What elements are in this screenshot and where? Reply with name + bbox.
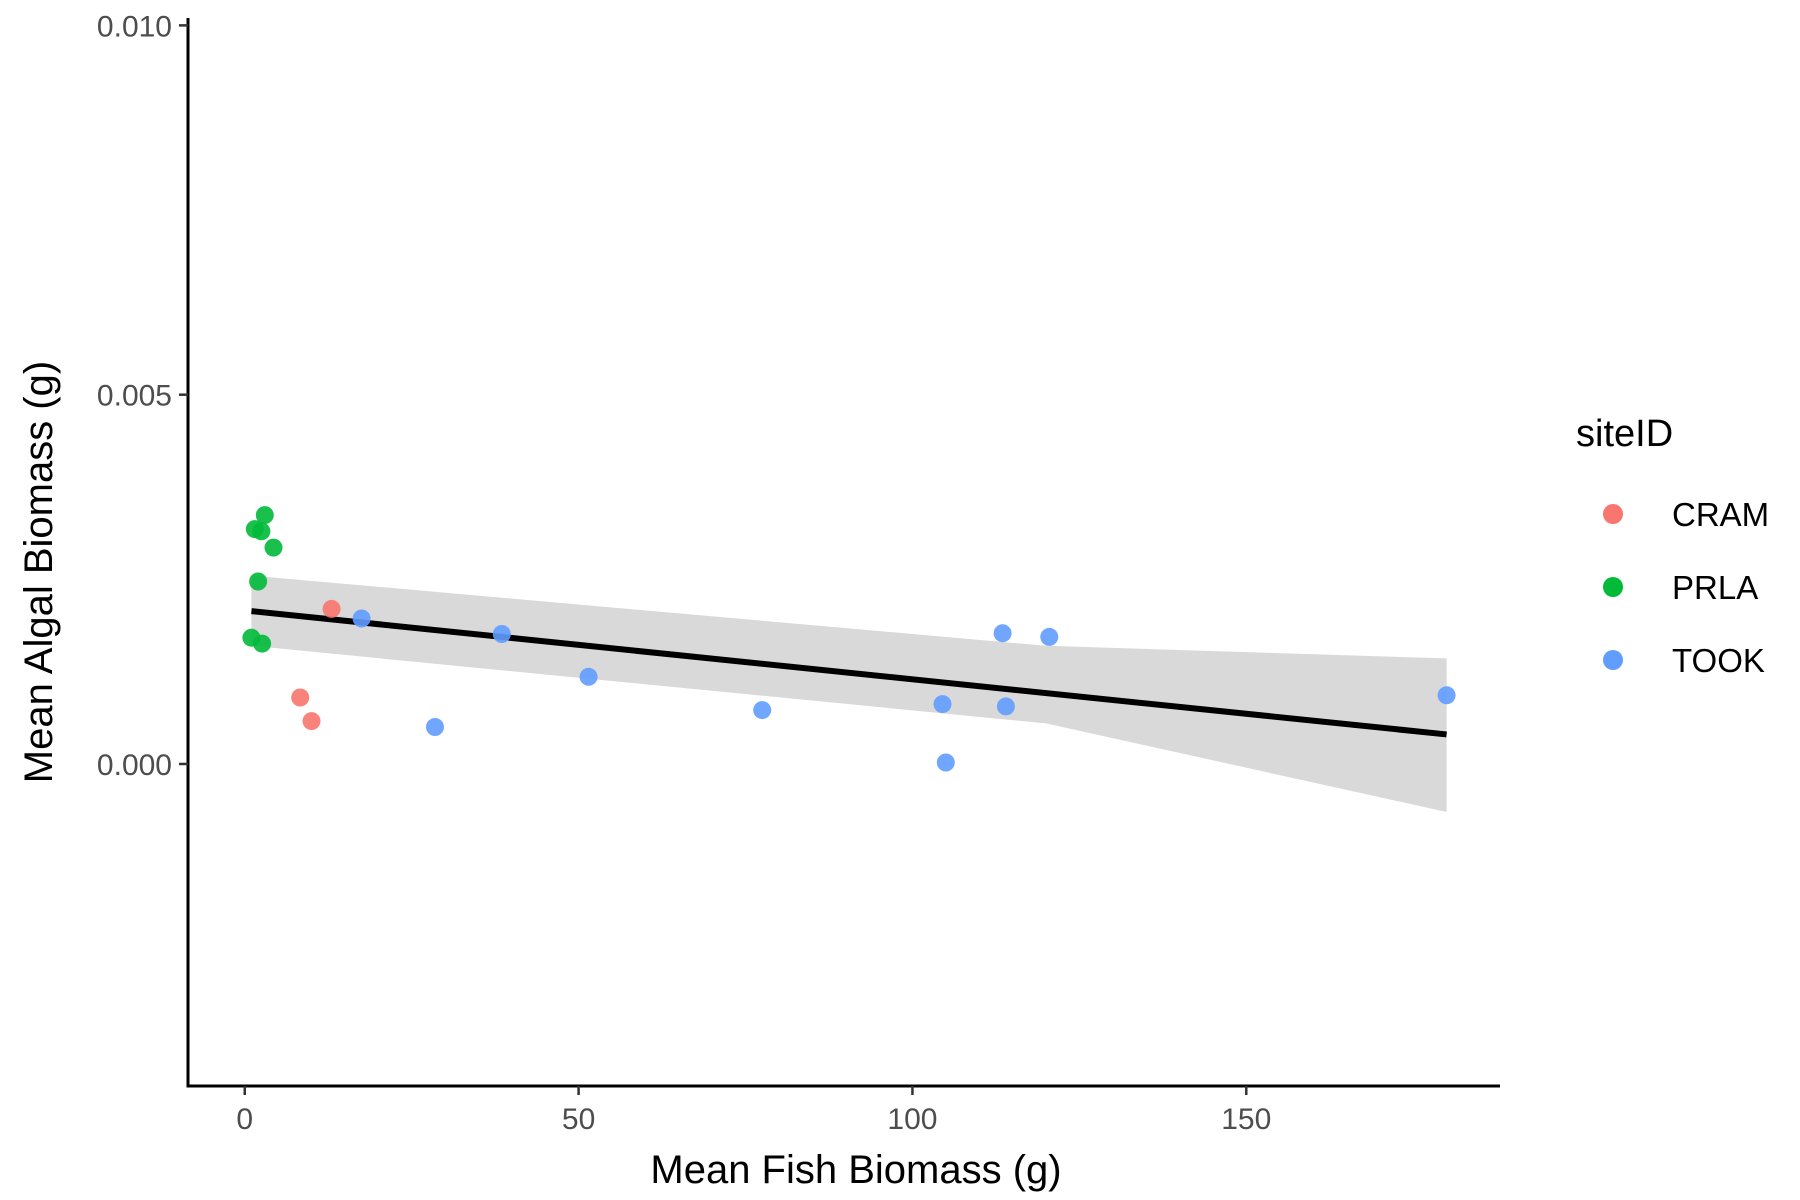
data-point-cram [322, 599, 341, 618]
data-point-took [936, 753, 955, 772]
data-point-cram [291, 688, 310, 707]
data-point-took [1040, 627, 1059, 646]
x-tick-label: 100 [887, 1103, 937, 1136]
x-tick-label: 150 [1221, 1103, 1271, 1136]
confidence-band [251, 575, 1447, 812]
data-point-took [996, 697, 1015, 716]
points-layer [242, 506, 1456, 772]
data-point-took [753, 701, 772, 720]
data-point-took [426, 718, 444, 736]
x-tick-label: 50 [562, 1103, 595, 1136]
y-tick-label: 0.000 [97, 749, 172, 782]
regression-line [251, 608, 1447, 738]
y-tick-label: 0.010 [97, 10, 172, 43]
axes-layer [186, 18, 1500, 1088]
data-point-prla [252, 522, 271, 541]
legend-label-prla: PRLA [1672, 569, 1758, 606]
data-point-took [933, 695, 952, 714]
legend-title: siteID [1576, 413, 1673, 455]
data-point-prla [249, 572, 268, 591]
confidence-band-layer [251, 575, 1447, 812]
legend-key-prla [1603, 577, 1623, 597]
data-point-took [352, 609, 371, 628]
legend-label-cram: CRAM [1672, 496, 1769, 533]
legend-key-took [1603, 650, 1623, 670]
x-tick-label: 0 [236, 1103, 253, 1136]
fit-line-layer [251, 608, 1447, 738]
legend: siteID CRAM PRLA TOOK [1576, 413, 1769, 679]
legend-items: CRAM PRLA TOOK [1603, 496, 1769, 679]
y-tick-label: 0.005 [97, 380, 172, 413]
data-point-prla [253, 634, 272, 653]
data-point-took [1437, 686, 1456, 705]
data-point-took [492, 625, 511, 643]
data-point-prla [255, 506, 274, 525]
data-point-took [993, 624, 1012, 643]
data-point-cram [302, 712, 321, 731]
data-point-took [579, 667, 598, 686]
data-point-prla [264, 538, 283, 557]
x-axis-title: Mean Fish Biomass (g) [650, 1148, 1061, 1192]
legend-label-took: TOOK [1672, 642, 1765, 679]
legend-key-cram [1603, 504, 1623, 524]
ticks-layer: 0 50 100 150 0.000 0.005 0.010 [97, 10, 1271, 1136]
y-axis-title: Mean Algal Biomass (g) [17, 361, 61, 783]
